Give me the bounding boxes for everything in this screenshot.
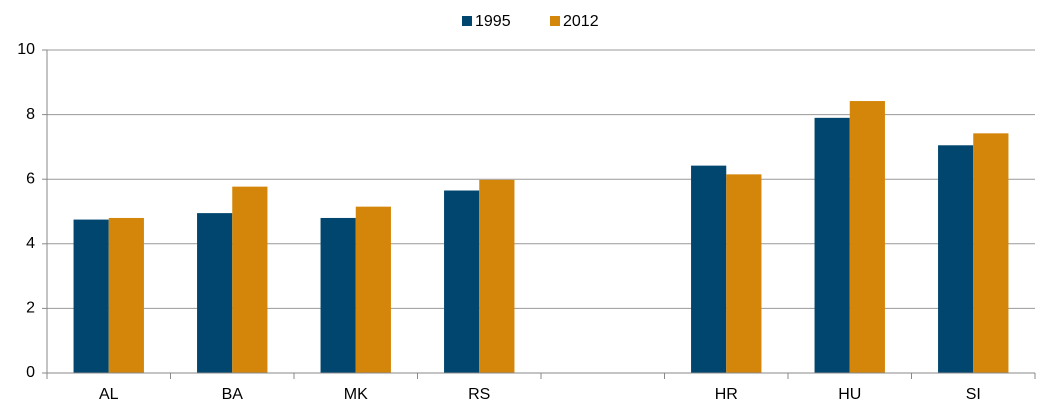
bar bbox=[355, 206, 391, 373]
y-tick-label: 6 bbox=[26, 170, 35, 187]
bar bbox=[197, 213, 233, 373]
bar bbox=[938, 145, 974, 373]
x-tick-label: BA bbox=[222, 386, 244, 403]
x-tick-label: RS bbox=[468, 386, 490, 403]
bar bbox=[691, 165, 727, 373]
x-tick-label: AL bbox=[99, 386, 119, 403]
y-tick-label: 4 bbox=[26, 235, 35, 252]
bar bbox=[108, 217, 144, 373]
x-tick-label: MK bbox=[344, 386, 368, 403]
legend-swatch bbox=[550, 16, 560, 26]
bar bbox=[814, 117, 850, 373]
x-tick-label: SI bbox=[966, 386, 981, 403]
bar bbox=[320, 217, 356, 373]
bar bbox=[73, 219, 109, 373]
bar bbox=[444, 190, 480, 373]
legend-label: 1995 bbox=[475, 13, 511, 30]
x-tick-label: HR bbox=[715, 386, 738, 403]
bar bbox=[479, 179, 515, 373]
bar bbox=[973, 133, 1009, 373]
x-tick-label: HU bbox=[838, 386, 861, 403]
bar bbox=[232, 186, 268, 373]
y-tick-label: 0 bbox=[26, 364, 35, 381]
y-tick-label: 2 bbox=[26, 300, 35, 317]
legend-label: 2012 bbox=[563, 13, 599, 30]
bar bbox=[849, 101, 885, 373]
y-tick-label: 8 bbox=[26, 106, 35, 123]
legend-swatch bbox=[462, 16, 472, 26]
bar bbox=[726, 174, 762, 373]
y-tick-label: 10 bbox=[17, 41, 35, 58]
